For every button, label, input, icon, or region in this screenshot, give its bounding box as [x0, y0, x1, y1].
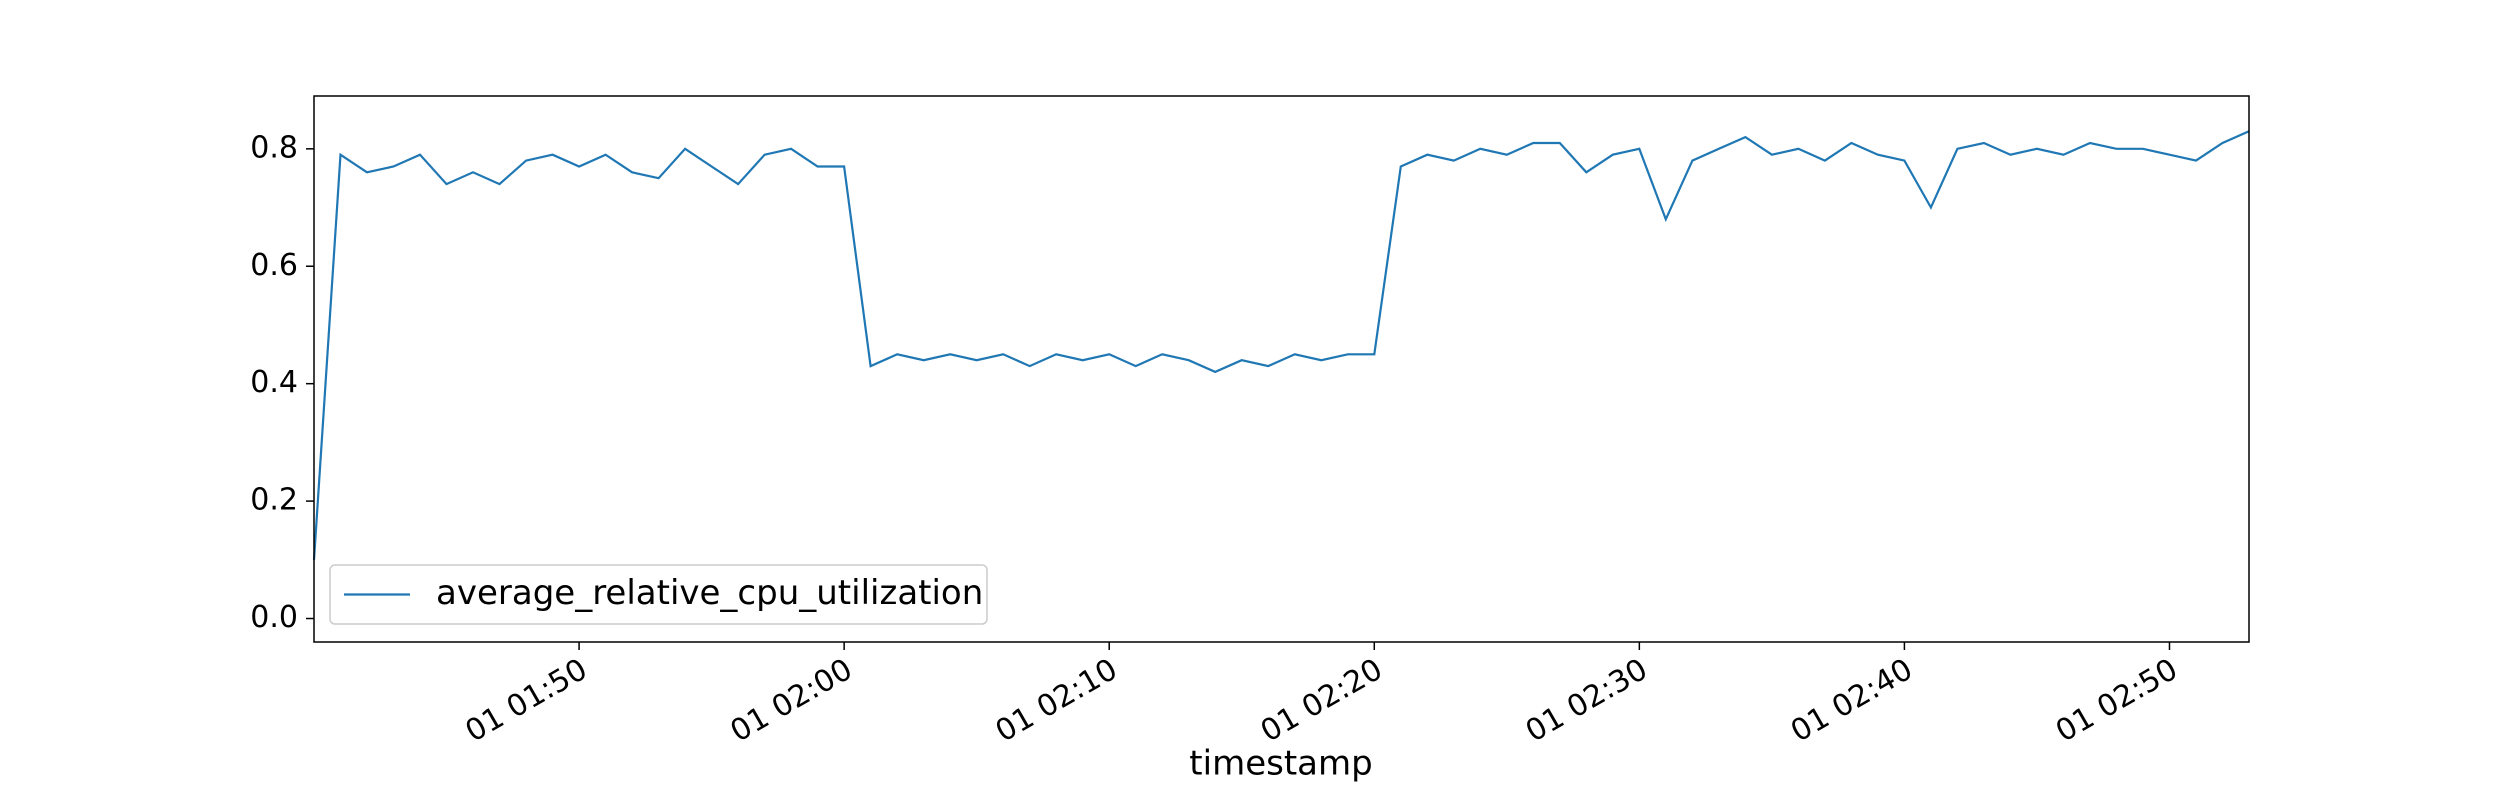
x-tick-label: 01 02:00: [725, 652, 859, 749]
y-tick-label: 0.2: [250, 483, 298, 518]
plot-frame: [313, 95, 2250, 643]
x-tick-label: 01 02:40: [1785, 652, 1919, 749]
x-axis-label: timestamp: [1189, 744, 1372, 784]
x-tick-label: 01 02:30: [1520, 652, 1654, 749]
y-tick-label: 0.8: [250, 130, 298, 165]
x-tick-label: 01 02:50: [2050, 652, 2184, 749]
y-tick-label: 0.6: [250, 248, 298, 283]
legend-box: [329, 564, 988, 625]
x-tick-label: 01 02:10: [990, 652, 1124, 749]
legend-label: average_relative_cpu_utilization: [436, 573, 983, 613]
y-tick-label: 0.0: [250, 600, 298, 635]
x-tick-label: 01 02:20: [1255, 652, 1389, 749]
y-tick-label: 0.4: [250, 365, 298, 400]
series-line: [312, 130, 2250, 560]
x-tick-label: 01 01:50: [460, 652, 594, 749]
